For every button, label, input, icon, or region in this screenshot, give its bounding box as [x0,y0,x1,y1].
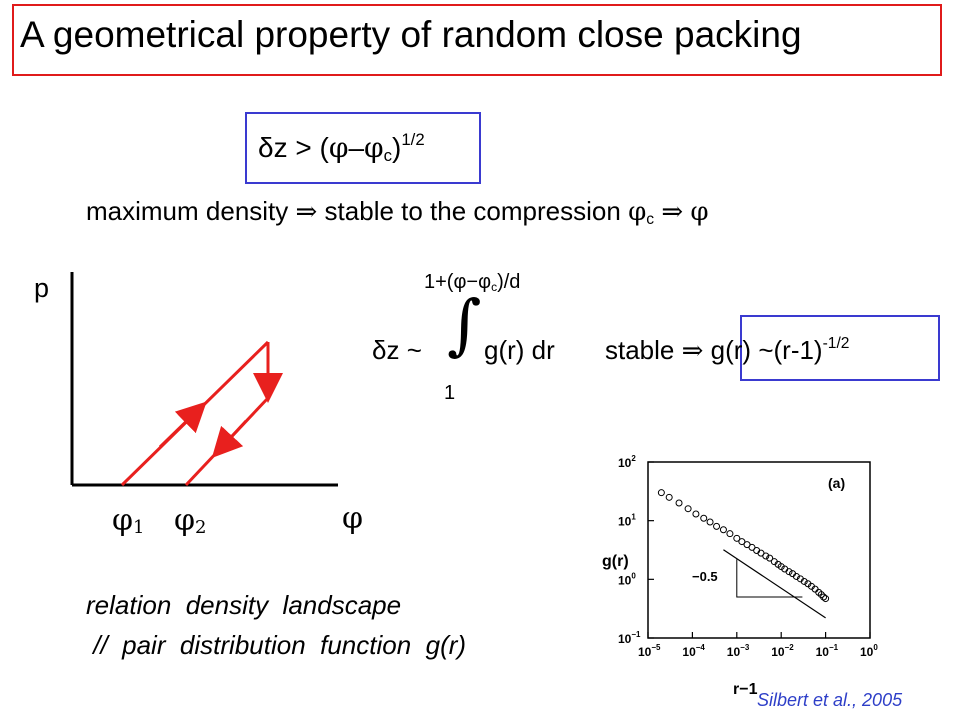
x-tick-label: 10−5 [638,643,661,659]
phi1-label: φ1 [112,503,144,538]
phi-axis-label: φ [342,501,363,536]
upper-limit-text: 1+(φ−φ [424,271,492,293]
slope-triangle [736,559,803,598]
stable-arrow: ⇒ [681,336,704,366]
phi2-subscript: 2 [195,517,206,538]
hysteresis-diagram: p φ φ1 φ2 [34,272,363,538]
result-box [740,315,940,381]
upper-limit: 1+(φ−φc)/d [424,271,520,294]
data-point [675,499,683,507]
slope-reference-line [723,549,826,619]
density-text2: stable to the compression [324,196,621,226]
lower-limit: 1 [444,382,456,404]
stable-statement: stable ⇒ g(r) ~(r-1)-1/2 [605,335,849,366]
x-tick-label: 10−2 [771,643,794,659]
phi1-symbol: φ [112,503,133,538]
integrand: g(r) dr [484,335,555,365]
data-point [706,518,714,526]
slope-annotation: −0.5 [692,569,718,584]
x-tick-label: 10−4 [682,643,705,659]
x-axis-label: r−1 [733,681,758,698]
data-point [738,538,746,546]
integral-lhs: δz ~ [372,335,422,365]
eq-c-subscript: c [383,145,393,165]
y-tick-label: 10−1 [618,630,641,646]
title-frame [12,4,942,76]
x-tick-exponent: 0 [873,643,878,652]
density-text1: maximum density [86,196,289,226]
gr-result: g(r) ~(r-1) [710,335,823,365]
compression-arrow [158,401,207,449]
data-point [665,493,673,501]
data-point [684,505,692,513]
y-tick-exponent: 2 [631,454,636,463]
relation-line-2: // pair distribution function g(r) [86,630,467,660]
data-point [792,572,800,580]
density-c-subscript: c [646,210,655,228]
x-tick-exponent: −4 [696,643,706,652]
density-phi-2: φ [690,197,709,227]
decompression-arrow [211,419,248,459]
data-point [726,530,734,538]
y-tick-label: 102 [618,454,636,470]
x-tick-label: 100 [860,643,878,659]
data-point [822,595,830,603]
equation-box [245,112,481,184]
implies-arrow: ⇒ [295,197,318,227]
y-tick-exponent: −1 [631,630,641,639]
citation-credit: Silbert et al., 2005 [757,690,903,710]
eq-phi: φ [328,130,349,164]
eq-minus: – [348,131,365,163]
data-point [820,593,828,601]
upper-limit-subscript: c [491,280,498,294]
phi2-symbol: φ [174,503,195,538]
data-point [762,552,770,560]
implies-arrow-2: ⇒ [661,197,684,227]
data-point [748,543,756,551]
relation-text: relation density landscape // pair distr… [86,585,466,665]
stable-word: stable [605,335,675,365]
gr-result-exponent: -1/2 [822,335,850,353]
data-point [785,568,793,576]
data-point [817,591,825,599]
upper-limit-tail: )/d [497,271,521,293]
data-point [719,526,727,534]
data-point [713,522,721,530]
y-tick-exponent: 1 [631,513,636,522]
slide-title: A geometrical property of random close p… [20,14,802,55]
y-tick-label: 101 [618,513,636,529]
data-point [733,534,741,542]
data-point [766,554,774,562]
eq-close: ) [392,131,402,163]
panel-label: (a) [828,475,845,491]
x-tick-exponent: −3 [740,643,750,652]
data-point [700,514,708,522]
phi2-label: φ2 [174,503,206,538]
y-axis-label: g(r) [602,553,629,570]
gr-scatter-chart: (a) r−1 g(r) −0.5 10−5 10−4 10−3 10−2 10−1 10… [602,454,878,698]
y-tick-label: 100 [618,571,636,587]
density-phi: φ [628,197,647,227]
x-tick-exponent: −2 [785,643,795,652]
phi1-subscript: 1 [133,517,144,538]
eq-phic: φ [364,130,384,164]
eq-exponent: 1/2 [401,130,425,149]
data-point [657,489,665,497]
x-tick-label: 10−1 [816,643,839,659]
p-axis-label: p [34,273,49,303]
relation-line-1: relation density landscape [86,590,402,620]
x-tick-label: 10−3 [727,643,750,659]
x-tick-exponent: −5 [651,643,661,652]
eq-left: δz > ( [258,131,329,163]
integral-sign: ∫ [447,286,482,363]
chart-frame [647,461,871,639]
boxed-equation: δz > (φ–φc)1/2 [258,130,425,166]
x-tick-exponent: −1 [829,643,839,652]
density-statement: maximum density ⇒ stable to the compress… [86,196,709,229]
data-point [777,563,785,571]
data-point [800,577,808,585]
y-tick-exponent: 0 [631,571,636,580]
data-point [692,510,700,518]
